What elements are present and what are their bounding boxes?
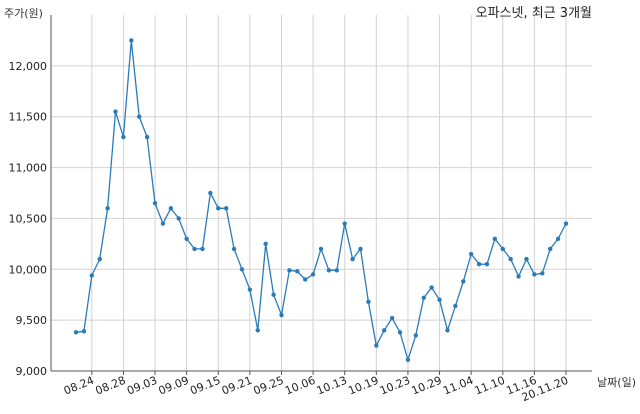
data-point <box>500 246 505 252</box>
y-tick-label: 11,500 <box>9 111 48 124</box>
x-tick-label: 10.29 <box>410 374 444 398</box>
data-point <box>113 109 118 114</box>
data-point <box>144 134 150 140</box>
data-point <box>540 271 545 276</box>
x-tick-label: 09.15 <box>188 374 222 398</box>
x-tick-label: 09.03 <box>125 374 159 398</box>
data-point <box>89 273 95 278</box>
chart-title: 오파스넷, 최근 3개월 <box>476 6 592 21</box>
data-point <box>374 343 379 348</box>
data-point <box>563 221 569 226</box>
x-tick-label: 10.23 <box>378 374 412 398</box>
data-point <box>397 330 403 335</box>
data-point <box>492 236 498 241</box>
data-point <box>279 312 284 318</box>
data-point <box>437 297 442 302</box>
x-tick-label: 11.04 <box>441 374 475 398</box>
data-point <box>326 268 332 273</box>
data-point <box>105 206 110 211</box>
data-point <box>200 246 205 252</box>
data-point <box>342 221 347 226</box>
data-point <box>429 285 434 290</box>
data-point <box>216 206 221 211</box>
data-point <box>81 329 87 334</box>
data-point <box>160 221 166 226</box>
y-tick-label: 12,000 <box>9 60 48 73</box>
data-point <box>389 315 395 321</box>
y-tick-label: 9,500 <box>16 314 48 327</box>
y-tick-label: 9,000 <box>16 365 48 378</box>
data-point <box>382 328 387 333</box>
data-point <box>152 200 158 206</box>
data-point <box>350 256 355 262</box>
data-point <box>129 38 134 43</box>
data-point <box>532 272 537 277</box>
data-point <box>413 333 419 338</box>
y-tick-label: 11,000 <box>9 162 48 175</box>
x-tick-label: 10.06 <box>283 374 317 398</box>
x-tick-label: 10.13 <box>315 374 349 398</box>
data-point <box>208 190 213 196</box>
data-point <box>255 328 260 333</box>
data-point <box>516 274 521 279</box>
data-point <box>318 246 324 252</box>
x-tick-label: 11.10 <box>473 374 507 398</box>
y-axis-title: 주가(원) <box>4 7 43 20</box>
data-point <box>468 251 474 257</box>
x-tick-label: 08.24 <box>62 374 96 398</box>
x-tick-label: 09.09 <box>157 374 191 398</box>
x-tick-label: 09.25 <box>252 374 286 398</box>
data-point <box>231 246 237 252</box>
data-point <box>405 357 411 363</box>
data-point <box>239 267 245 272</box>
data-point <box>168 206 174 211</box>
data-point <box>484 262 490 267</box>
data-point <box>295 269 300 274</box>
data-point <box>287 268 292 273</box>
data-point <box>176 216 181 221</box>
data-point <box>453 303 458 309</box>
data-point <box>547 246 553 252</box>
data-point <box>508 256 513 262</box>
data-point <box>121 134 126 140</box>
x-tick-label: 08.28 <box>93 374 127 398</box>
data-point <box>310 272 316 277</box>
data-point <box>192 246 197 252</box>
data-point <box>302 277 308 282</box>
data-point <box>271 292 276 297</box>
x-tick-label: 10.19 <box>346 374 380 398</box>
y-tick-label: 10,000 <box>9 263 48 276</box>
data-point <box>137 114 142 119</box>
data-point <box>524 256 529 262</box>
data-point <box>334 268 340 273</box>
data-point <box>73 330 79 335</box>
data-point <box>223 206 229 211</box>
price-line <box>75 40 567 363</box>
x-tick-label: 09.21 <box>220 374 254 398</box>
data-point <box>97 256 102 262</box>
data-point <box>263 241 268 247</box>
data-point <box>445 328 450 333</box>
data-point <box>184 236 189 241</box>
data-point <box>358 246 363 252</box>
data-point <box>366 299 371 305</box>
data-point <box>555 236 561 241</box>
data-point <box>476 262 482 267</box>
x-axis-title: 날짜(일) <box>597 375 636 389</box>
data-point <box>461 279 466 284</box>
y-tick-label: 10,500 <box>9 212 48 225</box>
data-point <box>247 287 253 292</box>
data-point <box>421 295 426 300</box>
